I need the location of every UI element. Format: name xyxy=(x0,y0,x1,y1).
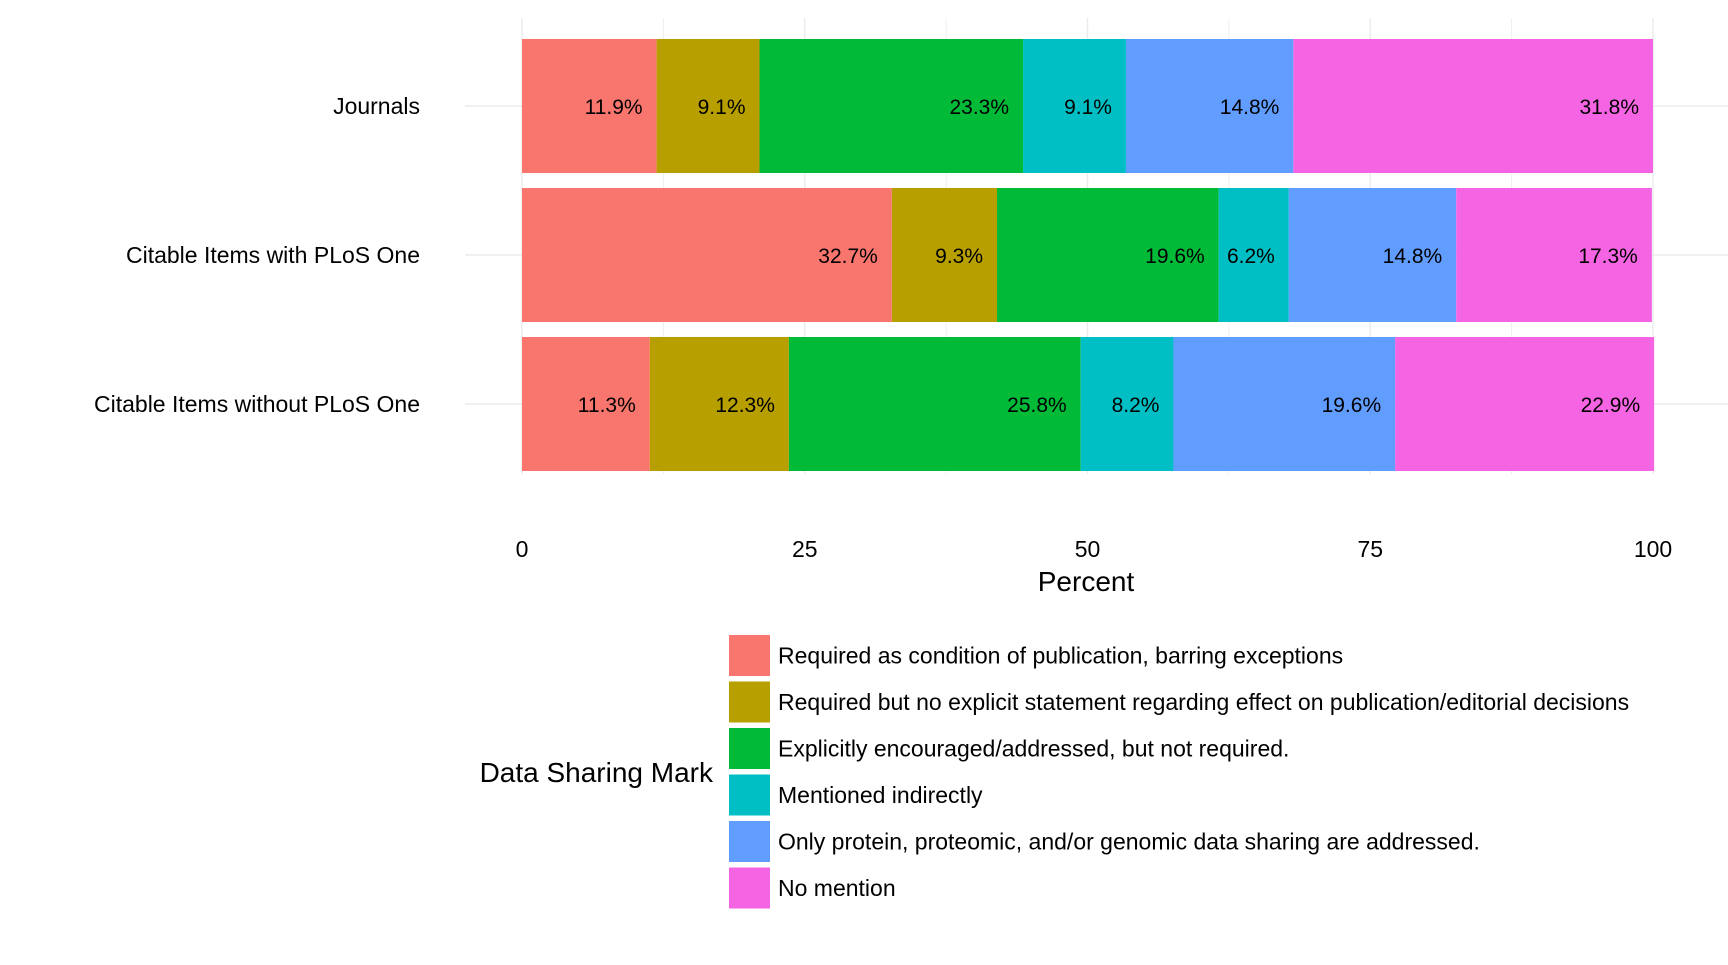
legend-label: Explicitly encouraged/addressed, but not… xyxy=(778,736,1289,762)
y-axis-labels: Journals Citable Items with PLoS One Citab… xyxy=(94,93,420,417)
bar-data-label: 31.8% xyxy=(1579,96,1639,119)
bars-layer xyxy=(522,39,1655,471)
bar-segment xyxy=(891,188,998,322)
x-axis-tick-label: 0 xyxy=(516,536,529,562)
y-axis-category-label: Journals xyxy=(333,93,420,119)
bar-segment xyxy=(656,39,760,173)
bar-data-label: 19.6% xyxy=(1322,394,1382,417)
bar-data-label: 23.3% xyxy=(949,96,1009,119)
legend: Required as condition of publication, ba… xyxy=(729,635,1629,909)
bar-segment xyxy=(1080,337,1174,471)
bar-data-label: 17.3% xyxy=(1578,245,1638,268)
bar-data-label: 22.9% xyxy=(1581,394,1641,417)
legend-label: Only protein, proteomic, and/or genomic … xyxy=(778,829,1480,855)
y-axis-category-label: Citable Items without PLoS One xyxy=(94,391,420,417)
bar-segment xyxy=(1456,188,1652,322)
bar-segment xyxy=(1293,39,1653,173)
bar-segment xyxy=(522,337,650,471)
bar-data-label: 11.3% xyxy=(578,394,636,417)
bar-data-label: 6.2% xyxy=(1227,245,1275,268)
bar-data-label: 14.8% xyxy=(1383,245,1443,268)
bar-labels-layer: 11.9% 9.1% 23.3% 9.1% 14.8% 31.8% 32.7% 9.3% 19.… xyxy=(578,96,1640,417)
bar-segment xyxy=(522,39,657,173)
legend-key xyxy=(729,774,770,816)
x-axis-tick-label: 50 xyxy=(1075,536,1101,562)
bar-segment xyxy=(1218,188,1289,322)
bar-data-label: 9.1% xyxy=(698,96,746,119)
bar-segment xyxy=(1173,337,1396,471)
legend-label: Mentioned indirectly xyxy=(778,782,983,808)
bar-segment xyxy=(1125,39,1294,173)
bar-data-label: 9.3% xyxy=(935,245,983,268)
bar-data-label: 9.1% xyxy=(1064,96,1112,119)
x-axis-tick-label: 75 xyxy=(1357,536,1383,562)
bar-data-label: 11.9% xyxy=(585,96,643,119)
bar-segment xyxy=(1288,188,1457,322)
x-axis-title: Percent xyxy=(1038,566,1135,597)
legend-key xyxy=(729,821,770,862)
x-axis-tick-label: 25 xyxy=(792,536,818,562)
x-axis-tick-label: 100 xyxy=(1634,536,1672,562)
x-axis-ticks: 0 25 50 75 100 xyxy=(516,536,1673,562)
bar-segment xyxy=(997,188,1219,322)
legend-title: Data Sharing Mark xyxy=(480,757,714,788)
bar-segment xyxy=(759,39,1024,173)
legend-label: No mention xyxy=(778,875,896,901)
bar-segment xyxy=(1395,337,1655,471)
bar-data-label: 19.6% xyxy=(1145,245,1205,268)
bar-data-label: 25.8% xyxy=(1007,394,1067,417)
bar-data-label: 32.7% xyxy=(818,245,878,268)
y-axis-category-label: Citable Items with PLoS One xyxy=(126,242,420,268)
bar-segment xyxy=(522,188,892,322)
bar-data-label: 14.8% xyxy=(1220,96,1280,119)
legend-label: Required as condition of publication, ba… xyxy=(778,643,1343,669)
legend-key xyxy=(729,681,770,723)
legend-key xyxy=(729,867,770,909)
bar-data-label: 8.2% xyxy=(1112,394,1160,417)
legend-key xyxy=(729,728,770,769)
legend-label: Required but no explicit statement regar… xyxy=(778,689,1629,715)
legend-key xyxy=(729,635,770,676)
bar-segment xyxy=(1023,39,1126,173)
bar-segment xyxy=(788,337,1081,471)
bar-segment xyxy=(649,337,789,471)
bar-data-label: 12.3% xyxy=(715,394,775,417)
